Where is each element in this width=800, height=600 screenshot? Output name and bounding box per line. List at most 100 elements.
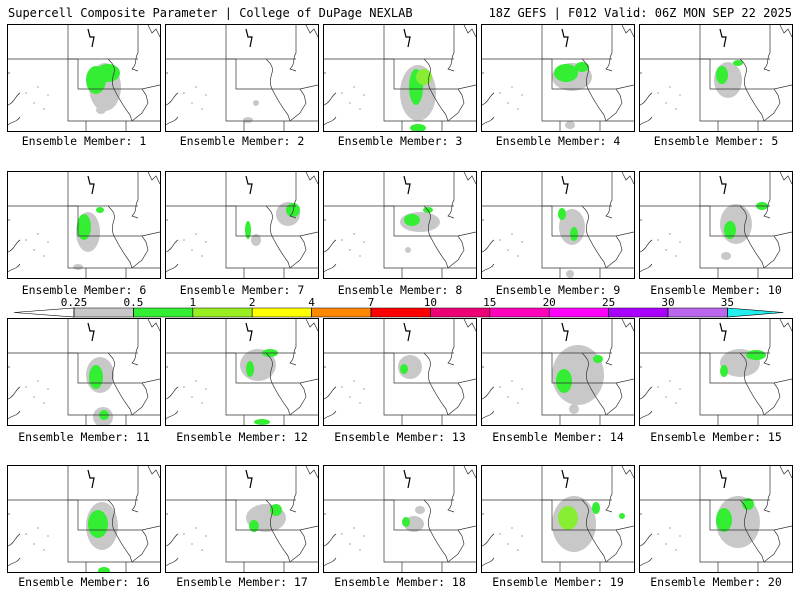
state-boundary xyxy=(739,205,747,237)
state-boundary xyxy=(739,352,747,384)
state-boundary xyxy=(107,352,115,384)
state-boundary xyxy=(773,525,792,531)
state-boundary xyxy=(621,466,634,479)
legend-tick-label: 15 xyxy=(483,296,496,309)
legend-swatch-green xyxy=(133,307,194,318)
river-line xyxy=(561,469,569,489)
model-run-info: 18Z GEFS | F012 Valid: 06Z MON SEP 22 20… xyxy=(488,6,792,20)
state-boundary xyxy=(640,533,653,547)
state-boundary xyxy=(77,206,114,237)
state-boundary xyxy=(299,231,318,237)
state-boundary xyxy=(8,116,21,126)
station-dot xyxy=(25,239,27,241)
state-boundary xyxy=(588,382,623,416)
river-line xyxy=(403,469,411,489)
state-boundary xyxy=(551,59,588,90)
legend-tick-label: 25 xyxy=(602,296,615,309)
river-line xyxy=(403,28,411,48)
ensemble-member-label: Ensemble Member: 15 xyxy=(650,430,782,444)
state-boundary xyxy=(587,529,607,563)
state-boundary xyxy=(271,529,291,563)
station-dot xyxy=(191,396,193,398)
station-dot xyxy=(507,543,509,545)
state-boundary xyxy=(447,319,455,366)
station-dot xyxy=(183,239,185,241)
state-boundary xyxy=(383,353,476,416)
scp-contour-green xyxy=(404,214,420,226)
station-dot xyxy=(349,249,351,251)
state-boundary xyxy=(541,206,634,269)
legend-swatch-gray xyxy=(73,307,134,318)
state-boundary xyxy=(581,499,589,531)
legend-swatch-red xyxy=(370,307,431,318)
state-boundary xyxy=(429,88,449,122)
station-dot xyxy=(183,92,185,94)
station-dot xyxy=(657,533,659,535)
state-boundary xyxy=(605,172,613,219)
ensemble-member-map xyxy=(639,465,793,573)
scp-contour-green xyxy=(558,208,566,220)
state-boundary xyxy=(305,25,318,38)
state-boundary xyxy=(463,172,476,185)
member-map-svg xyxy=(640,319,792,425)
state-boundary xyxy=(324,386,337,400)
member-map-svg xyxy=(324,172,476,278)
ensemble-member-map xyxy=(323,171,477,279)
legend-swatch-yellow xyxy=(251,307,312,318)
scp-contour-gray xyxy=(566,270,574,278)
state-boundary xyxy=(272,529,307,563)
state-boundary xyxy=(324,263,337,273)
state-boundary xyxy=(699,206,792,269)
station-dot xyxy=(205,535,207,537)
state-boundary xyxy=(131,172,139,219)
scp-contour-green xyxy=(88,510,108,538)
scp-contour-gray xyxy=(243,117,253,123)
ensemble-member-map xyxy=(639,24,793,132)
state-boundary xyxy=(423,58,431,90)
state-boundary xyxy=(551,206,588,237)
legend-tick-label: 1 xyxy=(189,296,196,309)
scp-contour-green xyxy=(249,520,259,532)
station-dot xyxy=(499,386,501,388)
station-dot xyxy=(679,241,681,243)
station-dot xyxy=(205,94,207,96)
scp-contour-green xyxy=(716,508,732,532)
state-boundary xyxy=(746,235,781,269)
state-boundary xyxy=(147,466,160,479)
legend-tick-label: 10 xyxy=(424,296,437,309)
member-map-svg xyxy=(166,319,318,425)
scp-contour-green xyxy=(77,214,91,240)
scp-contour-green xyxy=(592,502,600,514)
scp-contour-green xyxy=(575,62,589,72)
state-boundary xyxy=(763,172,771,219)
legend-tick-label: 30 xyxy=(661,296,674,309)
state-boundary xyxy=(107,205,115,237)
state-boundary xyxy=(779,172,792,185)
state-boundary xyxy=(447,172,455,219)
state-boundary xyxy=(773,231,792,237)
scp-contour-green xyxy=(96,207,104,213)
station-dot xyxy=(33,543,35,545)
station-dot xyxy=(675,108,677,110)
member-map-svg xyxy=(166,25,318,131)
station-dot xyxy=(517,108,519,110)
scp-contour-gray xyxy=(253,100,259,106)
state-boundary xyxy=(615,84,634,90)
ensemble-member-label: Ensemble Member: 19 xyxy=(492,575,624,589)
state-boundary xyxy=(640,386,653,400)
scp-contour-green xyxy=(716,66,728,84)
state-boundary xyxy=(225,353,318,416)
state-boundary xyxy=(393,206,430,237)
station-dot xyxy=(191,543,193,545)
state-boundary xyxy=(305,172,318,185)
state-boundary xyxy=(141,84,160,90)
state-boundary xyxy=(482,533,495,547)
state-boundary xyxy=(745,88,765,122)
state-boundary xyxy=(67,206,160,269)
scp-contour-green xyxy=(733,60,743,66)
state-boundary xyxy=(739,499,747,531)
legend-tick-label: 0.5 xyxy=(123,296,143,309)
state-boundary xyxy=(621,25,634,38)
state-boundary xyxy=(166,386,179,400)
ensemble-member-label: Ensemble Member: 1 xyxy=(21,134,147,148)
